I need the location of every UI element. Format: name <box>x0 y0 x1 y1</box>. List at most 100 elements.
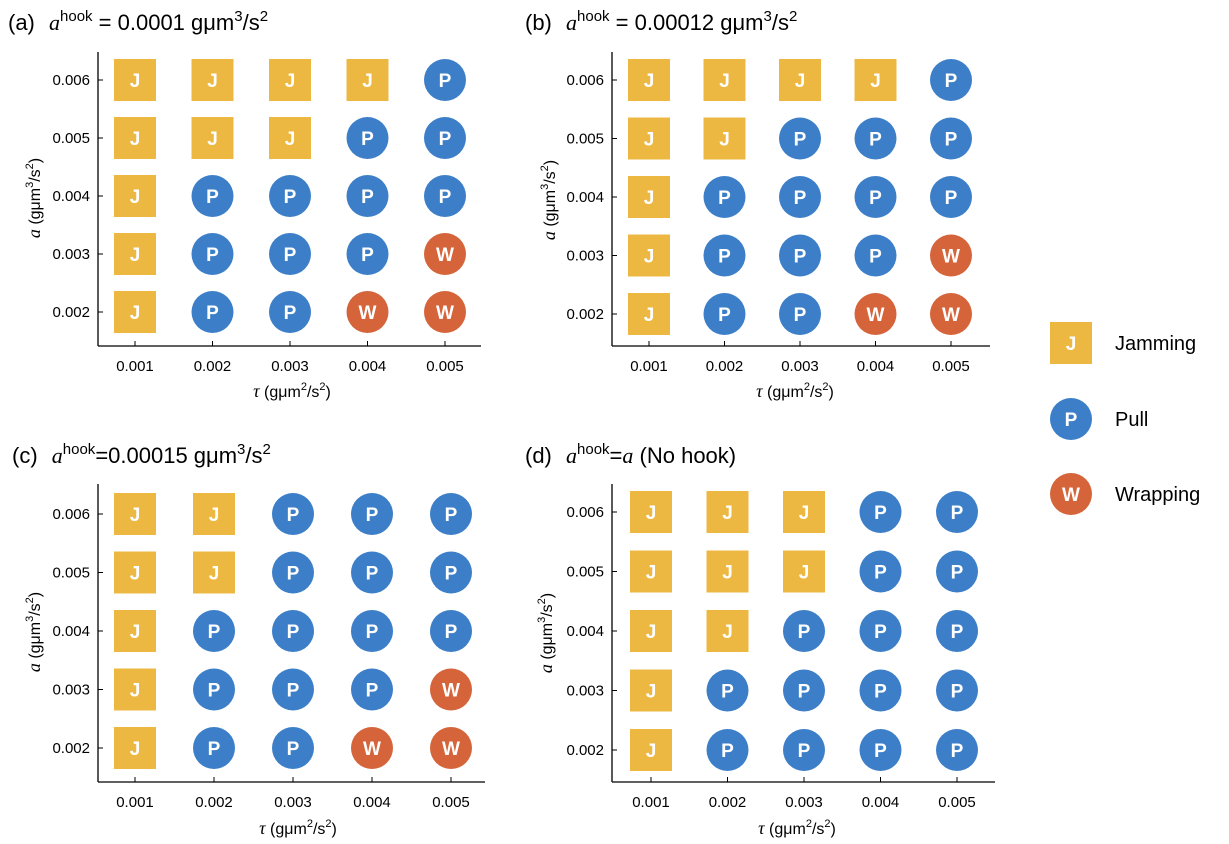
marker-pull-shape <box>430 610 472 652</box>
marker-jamming: J <box>269 59 311 101</box>
marker-pull-label: P <box>439 187 452 208</box>
marker-wrapping-shape <box>424 291 466 333</box>
panel-c-plot: 0.001 0.002 0.003 0.004 0.005 0.002 0.003 0.004… <box>52 484 485 811</box>
marker-wrapping-label: W <box>436 303 454 324</box>
marker-pull: P <box>779 176 821 218</box>
y-tick-label: 0.004 <box>52 188 90 205</box>
marker-pull-label: P <box>798 741 811 762</box>
marker-pull: P <box>193 727 235 769</box>
marker-pull: P <box>854 117 897 160</box>
marker-pull-label: P <box>874 563 887 584</box>
marker-wrapping-label: W <box>942 305 960 326</box>
marker-jamming-shape <box>191 59 234 101</box>
panel-a-ylabel: a (gμm3/s2) <box>24 158 44 238</box>
marker-jamming-shape <box>703 59 746 101</box>
marker-pull-shape <box>191 175 234 217</box>
marker-jamming-shape <box>191 117 234 159</box>
marker-pull-shape <box>936 550 978 593</box>
marker-wrapping: W <box>430 727 472 769</box>
legend-item-wrapping: W Wrapping <box>1050 473 1200 515</box>
marker-jamming-label: J <box>130 564 141 585</box>
marker-pull-shape <box>703 176 746 218</box>
marker-jamming-shape <box>114 59 156 101</box>
marker-pull-label: P <box>366 622 379 643</box>
marker-jamming-label: J <box>209 564 220 585</box>
panel-a-title: (a) ahook = 0.0001 gμm3/s2 <box>8 8 268 35</box>
marker-jamming: J <box>779 59 821 101</box>
marker-jamming-shape <box>703 117 746 160</box>
marker-wrapping-shape <box>424 233 466 275</box>
marker-pull: P <box>269 233 311 275</box>
marker-jamming: J <box>630 669 672 712</box>
marker-pull-label: P <box>951 563 964 584</box>
marker-jamming: J <box>193 551 235 594</box>
legend-marker-pull-shape <box>1050 398 1092 440</box>
marker-jamming-label: J <box>646 622 657 643</box>
x-tick-label: 0.003 <box>781 358 819 375</box>
y-tick-label: 0.002 <box>52 740 90 757</box>
marker-jamming: J <box>114 59 156 101</box>
marker-jamming: J <box>114 117 156 159</box>
marker-jamming: J <box>706 491 749 533</box>
panel-b-ylabel: a (gμm3/s2) <box>539 160 559 240</box>
marker-jamming-label: J <box>130 622 141 643</box>
panel-d-plot: 0.001 0.002 0.003 0.004 0.005 0.002 0.003 0.004… <box>566 484 995 811</box>
marker-jamming-shape <box>628 117 670 160</box>
y-tick-label: 0.003 <box>52 246 90 263</box>
marker-pull-label: P <box>208 739 221 760</box>
marker-pull-label: P <box>945 71 958 92</box>
panel-d-xlabel: τ (gμm2/s2) <box>758 818 836 838</box>
marker-pull-label: P <box>945 188 958 209</box>
marker-pull-label: P <box>874 682 887 703</box>
legend-item-pull: P Pull <box>1050 398 1148 440</box>
marker-jamming: J <box>854 59 897 101</box>
marker-pull-label: P <box>361 245 374 266</box>
marker-pull-label: P <box>206 187 219 208</box>
x-tick-label: 0.004 <box>862 794 900 811</box>
marker-jamming-label: J <box>722 503 733 524</box>
marker-pull: P <box>191 175 234 217</box>
legend-label: Wrapping <box>1115 484 1200 506</box>
legend-item-jamming: J Jamming <box>1050 322 1196 364</box>
marker-pull-label: P <box>721 682 734 703</box>
marker-pull-shape <box>936 729 978 771</box>
marker-pull-label: P <box>869 247 882 268</box>
x-tick-label: 0.005 <box>432 794 470 811</box>
marker-wrapping: W <box>854 293 897 335</box>
marker-jamming: J <box>191 59 234 101</box>
y-tick-label: 0.003 <box>566 683 604 700</box>
marker-pull-shape <box>854 117 897 160</box>
marker-jamming-shape <box>193 493 235 535</box>
marker-jamming-shape <box>114 233 156 275</box>
x-tick-label: 0.003 <box>274 794 312 811</box>
marker-pull-shape <box>346 233 389 275</box>
marker-pull-label: P <box>287 681 300 702</box>
marker-jamming-shape <box>114 551 156 594</box>
y-tick-label: 0.006 <box>566 504 604 521</box>
marker-jamming-label: J <box>799 503 810 524</box>
marker-pull-shape <box>930 59 972 101</box>
marker-pull-shape <box>859 550 902 593</box>
marker-jamming: J <box>191 117 234 159</box>
marker-pull: P <box>930 117 972 160</box>
x-tick-label: 0.002 <box>194 358 232 375</box>
marker-pull: P <box>272 493 314 535</box>
marker-jamming-label: J <box>795 71 806 92</box>
marker-jamming-shape <box>114 117 156 159</box>
marker-pull-label: P <box>874 503 887 524</box>
y-tick-label: 0.003 <box>566 248 604 265</box>
y-tick-label: 0.004 <box>52 623 90 640</box>
marker-pull: P <box>936 669 978 712</box>
marker-pull-shape <box>854 234 897 277</box>
x-tick-label: 0.004 <box>857 358 895 375</box>
marker-pull: P <box>703 293 746 335</box>
x-tick-label: 0.005 <box>938 794 976 811</box>
marker-pull: P <box>859 550 902 593</box>
x-tick-label: 0.002 <box>709 794 747 811</box>
marker-pull: P <box>351 610 393 652</box>
marker-jamming-label: J <box>646 563 657 584</box>
marker-pull: P <box>430 610 472 652</box>
marker-pull-label: P <box>798 682 811 703</box>
marker-pull: P <box>346 175 389 217</box>
panel-a-xlabel: τ (gμm2/s2) <box>253 381 331 401</box>
